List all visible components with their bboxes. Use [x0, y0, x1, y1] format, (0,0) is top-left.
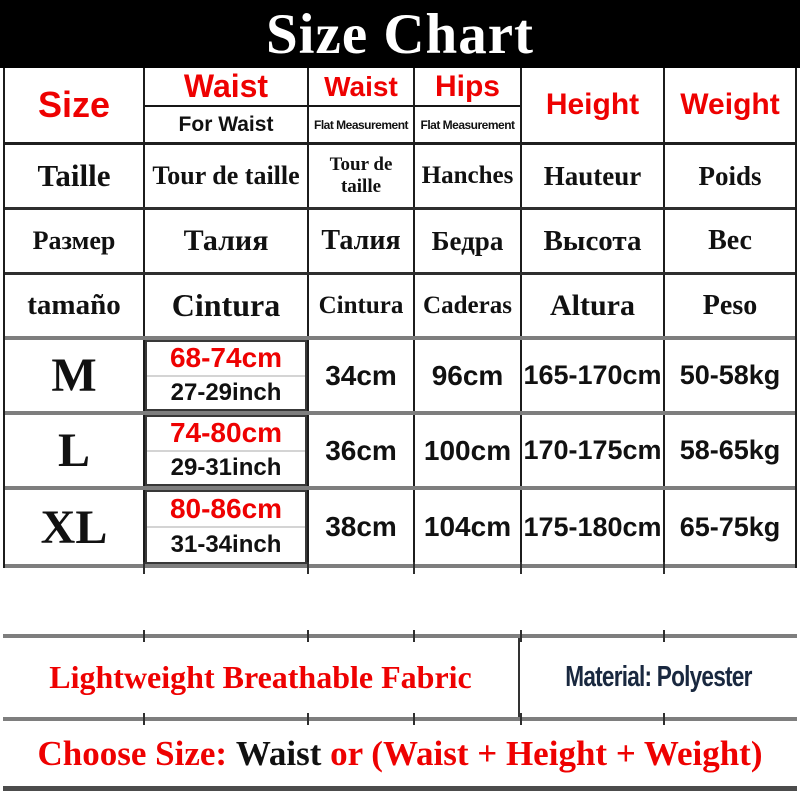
cell-m-waist-flat: 34cm [309, 340, 415, 411]
waist-cm-value: 80-86cm [147, 492, 305, 528]
col-header-waist-subtitle: For Waist [178, 112, 274, 136]
col-header-waist-flat: Waist Flat Measurement [309, 68, 415, 142]
waist-range-box: 80-86cm 31-34inch [145, 490, 307, 564]
waist-range-box: 74-80cm 29-31inch [145, 415, 307, 486]
cell-xl-waist: 80-86cm 31-34inch [145, 490, 309, 564]
waist-range-box: 68-74cm 27-29inch [145, 340, 307, 411]
cell-es-waist-flat: Cintura [309, 275, 415, 336]
cell-ru-waist-flat: Талия [309, 210, 415, 272]
fabric-material-row: Lightweight Breathable Fabric Material: … [3, 638, 797, 721]
title-bar: Size Chart [0, 0, 800, 68]
cell-ru-waist: Талия [145, 210, 309, 272]
cell-fr-waist: Tour de taille [145, 145, 309, 207]
cell-l-height: 170-175cm [522, 415, 665, 486]
cell-l-waist: 74-80cm 29-31inch [145, 415, 309, 486]
cell-fr-height: Hauteur [522, 145, 665, 207]
waist-cm-value: 68-74cm [147, 342, 305, 377]
cell-es-weight: Peso [702, 289, 758, 321]
cell-xl-weight: 65-75kg [679, 511, 781, 542]
cell-l-hips-flat: 100cm [415, 415, 522, 486]
cell-es-size: tamaño [5, 275, 145, 336]
fabric-note: Lightweight Breathable Fabric [3, 638, 520, 717]
cell-m-size: M [5, 340, 145, 411]
language-row-russian: Размер Талия Талия Бедра Высота Вес [5, 210, 795, 275]
tick-mark [413, 562, 415, 574]
cell-xl-height: 175-180cm [522, 490, 665, 564]
col-header-hips-title: Hips [415, 68, 520, 107]
size-row-l: L 74-80cm 29-31inch 36cm 100cm 170-175cm… [5, 415, 795, 490]
col-header-size: Size [5, 68, 145, 142]
cell-l-weight: 58-65kg [679, 435, 781, 465]
cell-es-waist: Cintura [145, 275, 309, 336]
size-table: Size Waist For Waist Waist Flat Measurem… [3, 68, 797, 791]
material-note: Material: Polyester [520, 638, 797, 717]
tick-mark [520, 630, 522, 642]
col-header-height: Height [522, 68, 665, 142]
tick-mark [143, 562, 145, 574]
header-row: Size Waist For Waist Waist Flat Measurem… [5, 68, 795, 145]
tick-mark [663, 562, 665, 574]
cell-m-waist: 68-74cm 27-29inch [145, 340, 309, 411]
cell-m-weight: 50-58kg [679, 360, 781, 390]
tick-mark [413, 713, 415, 725]
tick-mark [663, 630, 665, 642]
tick-mark [143, 630, 145, 642]
cell-es-hips: Caderas [415, 275, 522, 336]
cell-ru-weight: Вес [708, 225, 752, 256]
language-row-french: Taille Tour de taille Tour de taille Han… [5, 145, 795, 210]
cell-xl-size: XL [5, 490, 145, 564]
fabric-note-text: Lightweight Breathable Fabric [49, 659, 472, 695]
table-grid: Size Waist For Waist Waist Flat Measurem… [3, 68, 797, 568]
col-header-weight: Weight [680, 88, 780, 121]
tick-mark [143, 713, 145, 725]
waist-cm-value: 74-80cm [147, 417, 305, 452]
tick-mark [520, 562, 522, 574]
col-header-waist-flat-subtitle: Flat Measurement [313, 117, 409, 132]
choose-size-prefix: Choose Size: [37, 733, 236, 773]
language-row-spanish: tamaño Cintura Cintura Caderas Altura Pe… [5, 275, 795, 340]
col-header-hips-subtitle: Flat Measurement [420, 117, 515, 132]
cell-l-waist-flat: 36cm [309, 415, 415, 486]
cell-m-hips-flat: 96cm [415, 340, 522, 411]
cell-fr-waist-flat: Tour de taille [309, 145, 415, 207]
choose-size-waist: Waist [235, 733, 322, 773]
size-row-m: M 68-74cm 27-29inch 34cm 96cm 165-170cm … [5, 340, 795, 415]
tick-mark [413, 630, 415, 642]
page-title: Size Chart [265, 2, 535, 66]
cell-ru-hips: Бедра [415, 210, 522, 272]
cell-fr-hips: Hanches [415, 145, 522, 207]
spacer-row [3, 568, 797, 638]
tick-mark [307, 562, 309, 574]
cell-m-height: 165-170cm [522, 340, 665, 411]
cell-ru-size: Размер [5, 210, 145, 272]
col-header-waist-flat-title: Waist [309, 68, 413, 107]
tick-mark [307, 630, 309, 642]
waist-inch-value: 27-29inch [170, 378, 282, 406]
size-row-xl: XL 80-86cm 31-34inch 38cm 104cm 175-180c… [5, 490, 795, 568]
col-header-waist: Waist For Waist [145, 68, 309, 142]
col-header-waist-title: Waist [145, 68, 307, 107]
cell-fr-weight: Poids [698, 160, 762, 191]
tick-mark [663, 713, 665, 725]
tick-mark [307, 713, 309, 725]
cell-es-height: Altura [522, 275, 665, 336]
waist-inch-value: 31-34inch [170, 531, 282, 558]
cell-xl-hips-flat: 104cm [415, 490, 522, 564]
material-note-text: Material: Polyester [565, 661, 752, 693]
cell-ru-height: Высота [522, 210, 665, 272]
col-header-hips: Hips Flat Measurement [415, 68, 522, 142]
choose-size-suffix: or (Waist + Height + Weight) [321, 733, 763, 773]
waist-inch-value: 29-31inch [170, 453, 282, 481]
choose-size-row: Choose Size: Waist or (Waist + Height + … [3, 721, 797, 791]
cell-l-size: L [5, 415, 145, 486]
tick-mark [520, 713, 522, 725]
cell-xl-waist-flat: 38cm [309, 490, 415, 564]
cell-fr-size: Taille [5, 145, 145, 207]
